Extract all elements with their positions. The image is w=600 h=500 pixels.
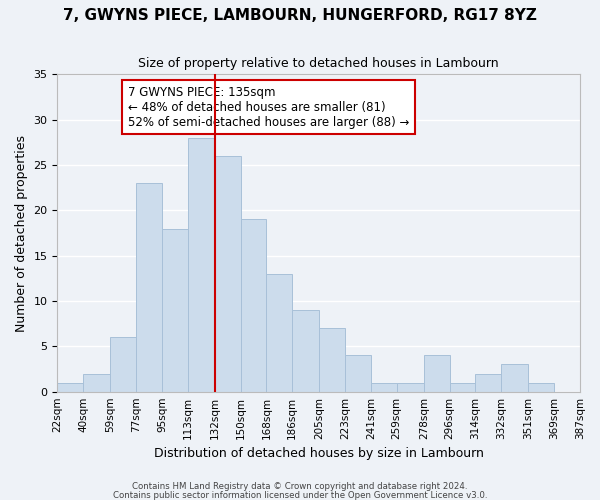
Bar xyxy=(215,156,241,392)
Bar xyxy=(136,183,162,392)
Bar xyxy=(319,328,345,392)
X-axis label: Distribution of detached houses by size in Lambourn: Distribution of detached houses by size … xyxy=(154,447,484,460)
Title: Size of property relative to detached houses in Lambourn: Size of property relative to detached ho… xyxy=(139,58,499,70)
Text: 7 GWYNS PIECE: 135sqm
← 48% of detached houses are smaller (81)
52% of semi-deta: 7 GWYNS PIECE: 135sqm ← 48% of detached … xyxy=(128,86,409,128)
Bar xyxy=(424,356,450,392)
Text: 7, GWYNS PIECE, LAMBOURN, HUNGERFORD, RG17 8YZ: 7, GWYNS PIECE, LAMBOURN, HUNGERFORD, RG… xyxy=(63,8,537,22)
Bar xyxy=(475,374,501,392)
Bar xyxy=(162,228,188,392)
Bar xyxy=(397,382,424,392)
Bar xyxy=(371,382,397,392)
Y-axis label: Number of detached properties: Number of detached properties xyxy=(15,134,28,332)
Bar xyxy=(501,364,529,392)
Bar xyxy=(450,382,475,392)
Bar xyxy=(266,274,292,392)
Bar xyxy=(58,382,83,392)
Bar xyxy=(529,382,554,392)
Bar xyxy=(292,310,319,392)
Bar xyxy=(188,138,215,392)
Text: Contains public sector information licensed under the Open Government Licence v3: Contains public sector information licen… xyxy=(113,490,487,500)
Text: Contains HM Land Registry data © Crown copyright and database right 2024.: Contains HM Land Registry data © Crown c… xyxy=(132,482,468,491)
Bar xyxy=(83,374,110,392)
Bar xyxy=(110,338,136,392)
Bar xyxy=(241,220,266,392)
Bar xyxy=(345,356,371,392)
